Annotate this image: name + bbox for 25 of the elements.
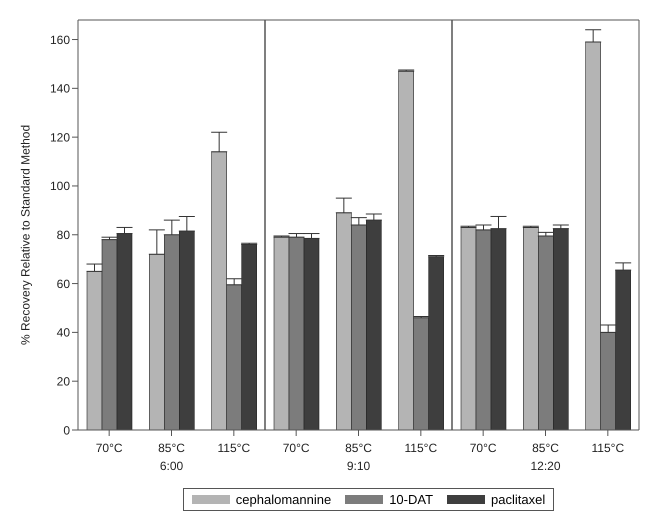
y-tick-label: 20 [56,374,70,388]
legend-label: paclitaxel [491,492,546,507]
x-tick-label: 70°C [96,441,123,455]
x-tick-label: 70°C [470,441,497,455]
x-tick-label: 85°C [158,441,186,455]
x-tick-label: 85°C [345,441,372,455]
y-tick-label: 100 [50,179,70,194]
text: 12:20 [530,459,561,473]
x-tick-label: 70°C [282,441,310,455]
y-tick-label: 40 [56,326,70,340]
x-tick-label: 85°C [532,441,560,455]
legend-label: cephalomannine [236,492,332,507]
x-tick-label: 115°C [592,441,624,455]
x-tick-label: 115°C [404,441,438,455]
text: 6:00 [160,459,184,473]
text: 9:10 [346,459,370,473]
y-tick-label: 80 [56,228,70,242]
y-tick-label: 160 [50,32,70,47]
y-axis-title: % Recovery Relative to Standard Method [18,124,32,345]
y-tick-label: 120 [50,130,70,144]
y-tick-label: 0 [63,423,70,438]
x-tick-label: 115°C [218,441,250,455]
legend-label: 10-DAT [389,492,434,507]
y-tick-label: 140 [50,82,70,96]
y-tick-label: 60 [56,276,70,291]
